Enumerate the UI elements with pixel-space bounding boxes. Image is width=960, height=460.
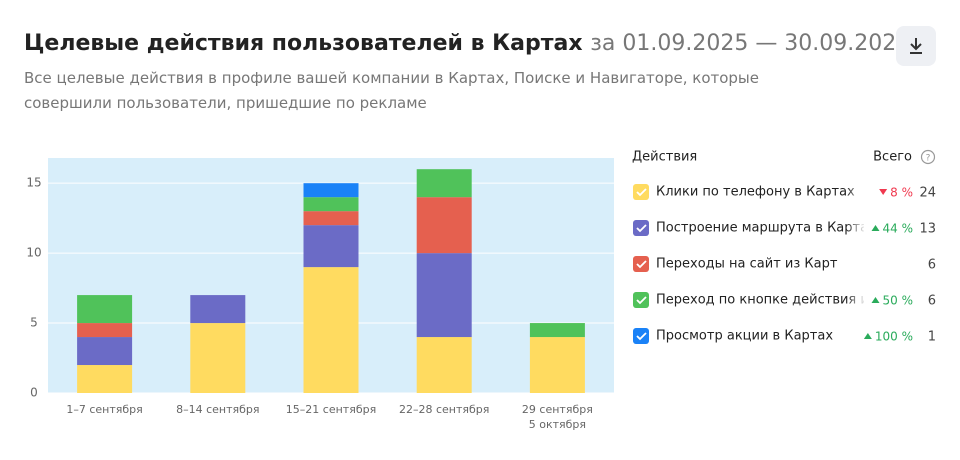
legend-name[interactable]: Просмотр акции в Картах <box>656 329 833 344</box>
legend-name[interactable]: Переход по кнопке действия из <box>656 293 876 308</box>
change-arrow <box>863 333 872 339</box>
bar-segment <box>77 295 133 324</box>
x-tick-label: 15–21 сентября <box>285 403 377 416</box>
bar-segment <box>303 197 359 212</box>
info-icon[interactable] <box>920 149 936 165</box>
legend-item[interactable]: Просмотр акции в Картах 100 % 1 <box>633 327 936 345</box>
y-tick-label: 10 <box>26 246 41 260</box>
change-label: 100 % <box>875 330 913 344</box>
legend-total: 6 <box>928 258 936 273</box>
legend-item[interactable]: Клики по телефону в Картах 8 % 24 <box>633 183 936 201</box>
legend-item[interactable]: Переходы на сайт из Карт 6 <box>633 255 936 273</box>
legend-total: 24 <box>919 186 936 201</box>
subtitle-line: совершили пользователи, пришедшие по рек… <box>24 94 427 112</box>
fade <box>846 183 866 201</box>
bar-segment <box>303 225 359 268</box>
check-mark[interactable] <box>636 296 647 305</box>
check-mark[interactable] <box>636 332 647 341</box>
y-tick-label: 0 <box>30 386 38 400</box>
x-tick-label: 29 сентября 5 октября <box>521 403 593 431</box>
fade <box>846 291 866 309</box>
legend-total: 1 <box>928 330 936 345</box>
title-text: Целевые действия пользователей в Картах <box>24 31 583 56</box>
legend-name[interactable]: Переходы на сайт из Карт <box>656 257 838 272</box>
check-mark[interactable] <box>636 224 647 233</box>
title: Целевые действия пользователей в Картах … <box>24 31 910 56</box>
subtitle-line: Все целевые действия в профиле вашей ком… <box>24 69 759 87</box>
bar-segment <box>529 337 585 393</box>
bar-segment <box>77 323 133 338</box>
x-tick-label: 8–14 сентября <box>176 403 260 416</box>
x-tick-label: 22–28 сентября <box>398 403 490 416</box>
fade <box>846 255 866 273</box>
bar-segment <box>416 253 472 338</box>
change-arrow <box>871 297 880 303</box>
x-tick-label: 1–7 сентября <box>66 403 143 416</box>
bar-segment <box>77 337 133 366</box>
subtitle: Все целевые действия в профиле вашей ком… <box>24 69 759 112</box>
change-label: 44 % <box>883 222 914 236</box>
change-arrow <box>871 225 880 231</box>
fade <box>846 327 866 345</box>
bar-segment <box>416 169 472 198</box>
legend-name[interactable]: Построение маршрута в Картах <box>656 221 876 236</box>
bar-segment <box>190 323 246 393</box>
legend-checkbox[interactable] <box>633 292 649 308</box>
legend-header: Всего <box>873 150 912 165</box>
period: за 01.09.2025 — 30.09.2025 <box>590 31 910 56</box>
legend-total: 6 <box>928 294 936 309</box>
legend-checkbox[interactable] <box>633 256 649 272</box>
y-tick-label: 5 <box>30 316 38 330</box>
legend-item[interactable]: Построение маршрута в Картах 44 % 13 <box>633 219 936 237</box>
check-mark[interactable] <box>636 188 647 197</box>
fade <box>846 219 866 237</box>
bar-segment <box>529 323 585 338</box>
info-icon-mark[interactable]: ? <box>926 154 931 164</box>
change-label: 8 % <box>890 186 913 200</box>
download-icon[interactable] <box>910 38 922 54</box>
legend-item[interactable]: Переход по кнопке действия из 50 % 6 <box>633 291 936 309</box>
bar-segment <box>190 295 246 324</box>
bar-segment <box>77 365 133 393</box>
change-arrow <box>879 189 888 195</box>
bar-segment <box>416 337 472 393</box>
bar-segment <box>303 211 359 226</box>
change-label: 50 % <box>883 294 914 308</box>
legend-header: Действия <box>632 150 697 165</box>
download-button[interactable] <box>896 26 936 66</box>
legend-checkbox[interactable] <box>633 184 649 200</box>
legend-name[interactable]: Клики по телефону в Картах <box>656 185 855 200</box>
legend-total: 13 <box>919 222 936 237</box>
bar-segment <box>303 267 359 393</box>
legend-checkbox[interactable] <box>633 220 649 236</box>
y-tick-label: 15 <box>26 176 41 190</box>
check-mark[interactable] <box>636 260 647 269</box>
bar-segment <box>416 197 472 254</box>
bar-segment <box>303 183 359 198</box>
legend-checkbox[interactable] <box>633 328 649 344</box>
